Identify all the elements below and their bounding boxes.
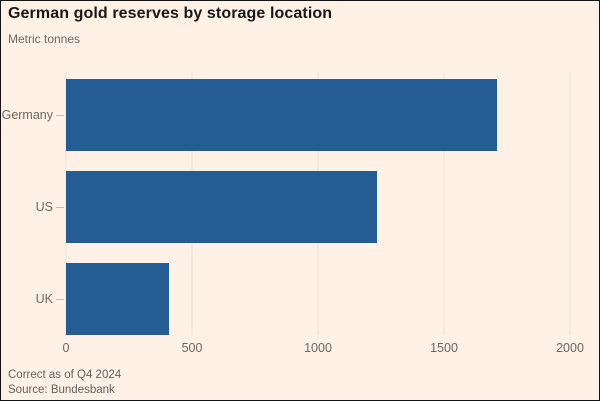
category-label-germany: Germany <box>1 79 66 151</box>
bar-track <box>66 79 570 151</box>
gridline-2000 <box>569 72 571 335</box>
bar-track <box>66 263 570 335</box>
x-axis: 0 500 1000 1500 2000 <box>62 341 584 357</box>
x-tick-1500: 1500 <box>430 341 458 355</box>
bar-track <box>66 171 570 243</box>
bar-row-uk: UK <box>1 263 570 335</box>
x-tick-0: 0 <box>62 341 70 355</box>
x-tick-2000: 2000 <box>556 341 584 355</box>
bar-us <box>66 171 378 243</box>
category-label-us: US <box>1 171 66 243</box>
footer-note: Correct as of Q4 2024 <box>8 369 122 381</box>
bar-row-us: US <box>1 171 570 243</box>
chart-title: German gold reserves by storage location <box>8 5 333 22</box>
x-tick-500: 500 <box>181 341 203 355</box>
bar-row-germany: Germany <box>1 79 570 151</box>
footer-source: Source: Bundesbank <box>8 384 115 396</box>
x-tick-1000: 1000 <box>304 341 332 355</box>
chart-subtitle: Metric tonnes <box>8 32 81 46</box>
gridline-1500 <box>443 72 445 335</box>
plot-area: Germany US UK <box>1 72 571 335</box>
bar-uk <box>66 263 169 335</box>
chart-footer: Correct as of Q4 2024 Source: Bundesbank <box>8 368 589 398</box>
category-label-uk: UK <box>1 263 66 335</box>
bar-chart: Germany US UK 0 500 1000 1500 2000 <box>1 72 584 357</box>
bar-germany <box>66 79 497 151</box>
